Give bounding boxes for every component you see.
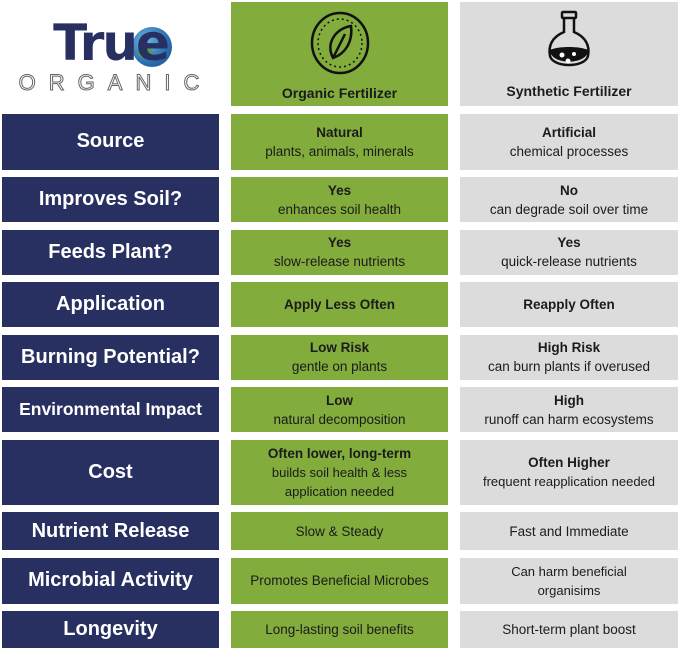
synthetic-cell: Yes quick-release nutrients — [460, 229, 678, 275]
cell-detail: Slow & Steady — [295, 523, 384, 539]
cell-title: Low Risk — [309, 340, 370, 355]
cell-title: High — [554, 392, 584, 408]
synthetic-cell: High runoff can harm ecosystems — [460, 387, 678, 432]
cell-detail: enhances soil health — [277, 201, 402, 217]
cell-detail: gentle on plants — [291, 359, 388, 374]
row-label-text: Microbial Activity — [28, 569, 193, 591]
organic-cell: Promotes Beneficial Microbes — [231, 557, 448, 604]
cell-title: Often Higher — [528, 455, 610, 470]
synthetic-cell: High Risk can burn plants if overused — [460, 334, 678, 380]
cell-detail: Short-term plant boost — [502, 622, 636, 637]
synthetic-cell: Artificial chemical processes — [460, 113, 678, 170]
row-label-text: Nutrient Release — [31, 519, 190, 542]
organic-cell: Yes slow-release nutrients — [231, 229, 448, 275]
synthetic-cell: Reapply Often — [460, 282, 678, 327]
row-label: Longevity — [2, 611, 219, 648]
organic-cell: Low Risk gentle on plants — [231, 334, 448, 380]
logo-wordmark: True — [53, 18, 172, 68]
cell-title: Apply Less Often — [283, 297, 396, 312]
organic-header-title: Organic Fertilizer — [281, 84, 398, 101]
cell-detail: can burn plants if overused — [487, 359, 651, 374]
row-label: Nutrient Release — [2, 512, 219, 550]
synthetic-cell: Short-term plant boost — [460, 611, 678, 648]
cell-detail: quick-release nutrients — [501, 254, 637, 269]
row-label-text: Source — [76, 130, 145, 152]
header-organic: Organic Fertilizer — [231, 2, 448, 106]
organic-cell: Often lower, long-term builds soil health… — [231, 439, 448, 505]
row-label: Burning Potential? — [2, 334, 219, 380]
organic-cell: Slow & Steady — [231, 512, 448, 550]
row-label-text: Burning Potential? — [21, 345, 200, 368]
cell-title: Yes — [327, 235, 352, 250]
organic-cell: Yes enhances soil health — [231, 177, 448, 222]
cell-detail: builds soil health & less application ne… — [271, 464, 408, 499]
row-label: Improves Soil? — [2, 177, 219, 222]
row-label: Feeds Plant? — [2, 229, 219, 275]
organic-cell: Low natural decomposition — [231, 387, 448, 432]
row-label: Microbial Activity — [2, 557, 219, 604]
cell-detail: plants, animals, minerals — [265, 143, 414, 159]
cell-title: Reapply Often — [523, 297, 615, 312]
synthetic-cell: Fast and Immediate — [460, 512, 678, 550]
cell-title: Yes — [327, 182, 352, 198]
cell-title: Yes — [557, 235, 581, 250]
organic-cell: Apply Less Often — [231, 282, 448, 327]
row-label-text: Longevity — [63, 618, 158, 640]
cell-title: Natural — [316, 124, 363, 140]
flask-icon — [548, 10, 590, 66]
cell-detail: Fast and Immediate — [509, 523, 629, 539]
logo-word: True — [53, 14, 170, 72]
row-label: Source — [2, 113, 219, 170]
row-label-text: Improves Soil? — [38, 188, 183, 210]
leaf-badge-icon — [310, 11, 369, 74]
synthetic-header-title: Synthetic Fertilizer — [506, 82, 632, 99]
cell-title: Often lower, long-term — [267, 445, 412, 461]
cell-title: High Risk — [537, 340, 601, 355]
synthetic-cell: Can harm beneficial organisims — [460, 557, 678, 604]
cell-detail: natural decomposition — [273, 411, 406, 427]
cell-detail: can degrade soil over time — [489, 201, 649, 217]
synthetic-cell: No can degrade soil over time — [460, 177, 678, 222]
true-organic-logo: True ORGANIC — [2, 2, 219, 106]
row-label: Application — [2, 282, 219, 327]
organic-cell: Natural plants, animals, minerals — [231, 113, 448, 170]
row-label-text: Cost — [88, 460, 133, 483]
row-label: Environmental Impact — [2, 387, 219, 432]
globe-icon — [131, 27, 172, 67]
logo-subtitle: ORGANIC — [18, 70, 213, 96]
cell-detail: Promotes Beneficial Microbes — [250, 573, 429, 588]
cell-detail: Long-lasting soil benefits — [265, 622, 414, 637]
row-label: Cost — [2, 439, 219, 505]
row-label-text: Environmental Impact — [19, 399, 202, 419]
cell-detail: frequent reapplication needed — [482, 474, 656, 489]
row-label-text: Feeds Plant? — [48, 240, 173, 263]
cell-title: Artificial — [541, 124, 596, 140]
cell-title: Low — [326, 392, 353, 408]
synthetic-cell: Often Higher frequent reapplication neede… — [460, 439, 678, 505]
cell-detail: runoff can harm ecosystems — [484, 411, 654, 427]
row-label-text: Application — [56, 293, 165, 315]
cell-title: No — [560, 182, 578, 198]
cell-detail: Can harm beneficial organisims — [511, 563, 627, 598]
cell-detail: chemical processes — [509, 143, 629, 159]
cell-detail: slow-release nutrients — [273, 254, 406, 269]
organic-cell: Long-lasting soil benefits — [231, 611, 448, 648]
header-synthetic: Synthetic Fertilizer — [460, 2, 678, 106]
